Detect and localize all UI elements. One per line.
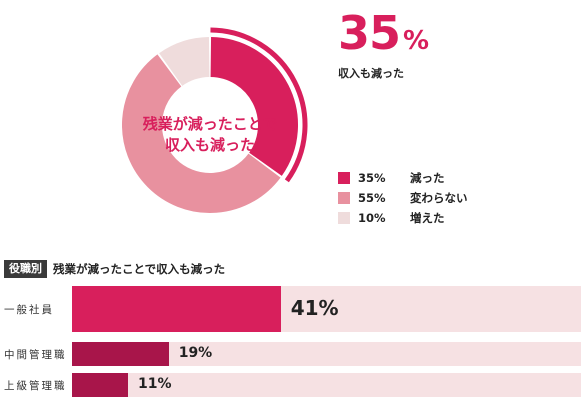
- bar-row-middle-management: 中間管理職 19%: [0, 342, 585, 366]
- bar-fill: [72, 373, 128, 397]
- legend-item-decreased: 35% 減った: [338, 169, 468, 187]
- donut-slice: [159, 37, 211, 87]
- bar-value-label: 19%: [178, 345, 213, 361]
- legend-item-unchanged: 55% 変わらない: [338, 189, 468, 207]
- section-badge: 役職別: [4, 260, 47, 278]
- legend-percent: 10%: [358, 211, 386, 225]
- bar-track: [72, 342, 581, 366]
- bar-track: [72, 286, 581, 332]
- highlight-percent-unit: %: [403, 26, 429, 56]
- bar-label: 上級管理職: [4, 380, 67, 392]
- bar-row-senior-management: 上級管理職 11%: [0, 373, 585, 397]
- bar-label: 中間管理職: [4, 349, 67, 361]
- legend-swatch: [338, 192, 350, 204]
- donut-center-label: 残業が減ったことで 収入も減った: [130, 114, 290, 156]
- section-title: 残業が減ったことで収入も減った: [53, 262, 226, 276]
- legend-label: 減った: [410, 171, 445, 185]
- section-header: 役職別 残業が減ったことで収入も減った: [4, 260, 225, 278]
- highlight-arc: [210, 27, 308, 183]
- bar-track: [72, 373, 581, 397]
- donut-legend: 35% 減った 55% 変わらない 10% 増えた: [338, 169, 468, 229]
- legend-swatch: [338, 212, 350, 224]
- highlight-label: 収入も減った: [338, 67, 404, 80]
- donut-center-line-1: 残業が減ったことで: [142, 115, 278, 133]
- bar-value-label: 11%: [137, 376, 172, 392]
- legend-label: 増えた: [410, 211, 445, 225]
- donut-slices: [122, 37, 298, 213]
- legend-percent: 55%: [358, 191, 386, 205]
- bar-row-general-staff: 一般社員 41%: [0, 286, 585, 332]
- legend-label: 変わらない: [410, 191, 468, 205]
- legend-item-increased: 10% 増えた: [338, 209, 468, 227]
- donut-slice: [122, 54, 281, 213]
- bar-fill: [72, 342, 169, 366]
- legend-percent: 35%: [358, 171, 386, 185]
- donut-center-line-2: 収入も減った: [164, 136, 255, 154]
- legend-swatch: [338, 172, 350, 184]
- highlight-percent-value: 35: [338, 6, 401, 60]
- highlight-percent: 35%: [338, 10, 429, 56]
- bar-value-label: 41%: [290, 296, 339, 320]
- bar-fill: [72, 286, 281, 332]
- donut-slice: [209, 37, 298, 176]
- bar-label: 一般社員: [4, 304, 54, 316]
